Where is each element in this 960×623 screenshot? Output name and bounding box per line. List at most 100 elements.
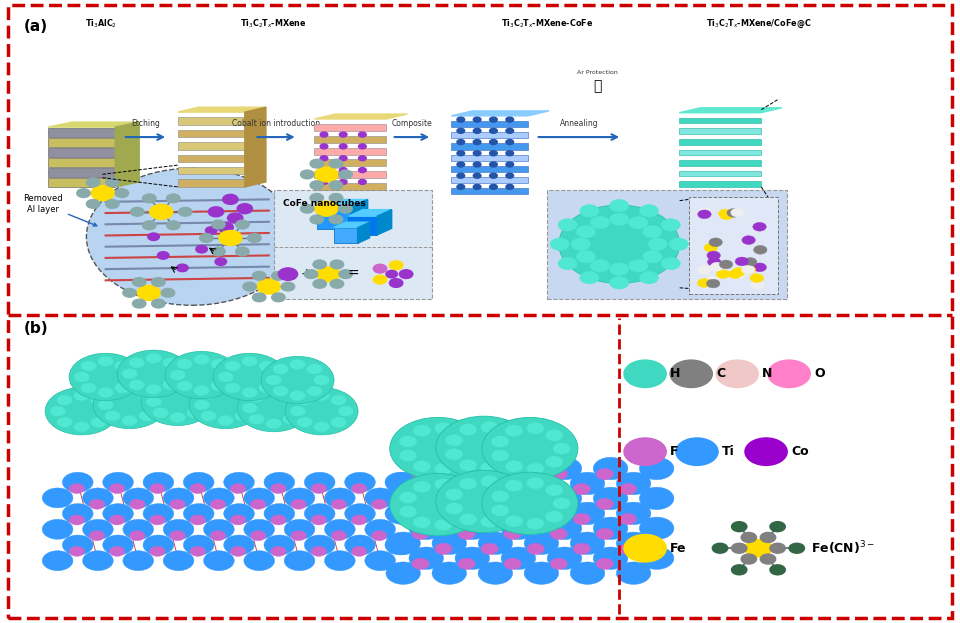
Circle shape bbox=[789, 543, 804, 553]
Circle shape bbox=[339, 204, 352, 213]
Circle shape bbox=[639, 487, 674, 510]
Circle shape bbox=[616, 472, 651, 495]
Circle shape bbox=[213, 353, 286, 401]
Circle shape bbox=[373, 264, 387, 273]
Circle shape bbox=[473, 140, 481, 145]
Circle shape bbox=[242, 403, 257, 413]
Circle shape bbox=[103, 472, 133, 492]
Circle shape bbox=[183, 503, 214, 523]
Circle shape bbox=[624, 360, 666, 388]
Circle shape bbox=[264, 535, 295, 555]
Circle shape bbox=[435, 463, 452, 474]
Circle shape bbox=[139, 411, 155, 421]
Circle shape bbox=[304, 503, 335, 523]
Circle shape bbox=[501, 517, 536, 540]
Circle shape bbox=[527, 483, 544, 495]
Circle shape bbox=[266, 372, 281, 382]
Circle shape bbox=[132, 299, 146, 308]
Circle shape bbox=[194, 397, 209, 407]
Circle shape bbox=[115, 361, 131, 371]
Circle shape bbox=[235, 389, 251, 399]
Circle shape bbox=[459, 514, 476, 525]
Bar bbox=[334, 228, 357, 243]
Circle shape bbox=[365, 520, 396, 540]
Circle shape bbox=[732, 543, 747, 553]
Circle shape bbox=[399, 436, 417, 447]
Circle shape bbox=[163, 358, 179, 368]
Circle shape bbox=[742, 235, 756, 244]
Circle shape bbox=[143, 472, 174, 492]
Circle shape bbox=[329, 159, 343, 168]
Circle shape bbox=[506, 151, 514, 156]
Circle shape bbox=[373, 275, 387, 284]
Circle shape bbox=[261, 356, 334, 404]
Circle shape bbox=[359, 156, 366, 161]
Circle shape bbox=[365, 551, 396, 571]
Circle shape bbox=[624, 535, 666, 562]
Polygon shape bbox=[351, 199, 368, 229]
Circle shape bbox=[252, 272, 266, 280]
Circle shape bbox=[553, 498, 570, 509]
Polygon shape bbox=[315, 114, 407, 119]
Circle shape bbox=[527, 543, 544, 554]
Circle shape bbox=[137, 285, 160, 300]
Circle shape bbox=[457, 128, 465, 133]
Circle shape bbox=[273, 386, 288, 396]
FancyBboxPatch shape bbox=[48, 178, 115, 187]
Circle shape bbox=[351, 483, 367, 493]
Circle shape bbox=[457, 140, 465, 145]
FancyBboxPatch shape bbox=[680, 139, 760, 145]
Circle shape bbox=[109, 546, 125, 556]
Circle shape bbox=[211, 381, 227, 391]
Circle shape bbox=[251, 531, 266, 541]
Circle shape bbox=[89, 531, 105, 541]
Circle shape bbox=[524, 502, 559, 525]
Circle shape bbox=[187, 386, 203, 396]
Circle shape bbox=[249, 414, 264, 424]
Circle shape bbox=[242, 388, 257, 397]
Circle shape bbox=[481, 516, 498, 527]
Circle shape bbox=[244, 551, 275, 571]
Circle shape bbox=[490, 128, 497, 133]
Circle shape bbox=[707, 279, 720, 288]
Circle shape bbox=[550, 528, 567, 540]
Circle shape bbox=[340, 156, 348, 161]
Circle shape bbox=[74, 391, 89, 401]
Circle shape bbox=[453, 430, 470, 441]
Circle shape bbox=[550, 498, 567, 510]
Circle shape bbox=[153, 386, 168, 396]
Circle shape bbox=[390, 417, 486, 480]
Circle shape bbox=[170, 499, 185, 509]
Circle shape bbox=[310, 159, 324, 168]
Circle shape bbox=[580, 272, 599, 284]
Circle shape bbox=[218, 222, 233, 232]
Circle shape bbox=[230, 483, 246, 493]
FancyBboxPatch shape bbox=[48, 168, 115, 177]
Circle shape bbox=[315, 167, 338, 182]
Bar bbox=[547, 190, 787, 299]
Circle shape bbox=[643, 226, 662, 238]
Circle shape bbox=[550, 468, 567, 480]
Circle shape bbox=[224, 503, 254, 523]
Circle shape bbox=[435, 543, 452, 554]
Polygon shape bbox=[48, 122, 139, 127]
Circle shape bbox=[273, 364, 288, 374]
Circle shape bbox=[242, 400, 257, 410]
Circle shape bbox=[455, 487, 490, 510]
Circle shape bbox=[150, 204, 173, 219]
Circle shape bbox=[741, 554, 756, 564]
Circle shape bbox=[290, 403, 305, 413]
FancyBboxPatch shape bbox=[680, 181, 760, 187]
Circle shape bbox=[506, 461, 522, 472]
Circle shape bbox=[218, 372, 233, 382]
Circle shape bbox=[372, 531, 387, 541]
Circle shape bbox=[321, 132, 327, 137]
Circle shape bbox=[190, 546, 205, 556]
Circle shape bbox=[732, 521, 747, 531]
Circle shape bbox=[412, 498, 429, 510]
Circle shape bbox=[330, 280, 344, 288]
Circle shape bbox=[741, 265, 755, 274]
Circle shape bbox=[170, 531, 185, 541]
Circle shape bbox=[242, 356, 257, 366]
Circle shape bbox=[74, 422, 89, 432]
